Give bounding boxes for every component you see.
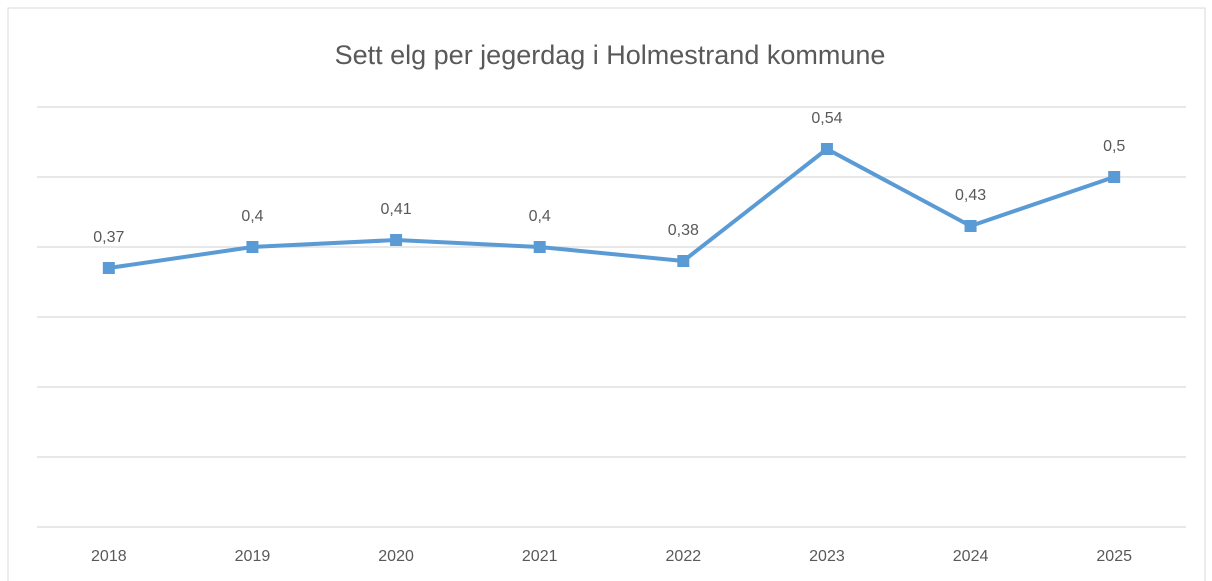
x-tick-label: 2021 — [522, 548, 558, 565]
x-tick-label: 2024 — [953, 548, 989, 565]
data-label: 0,4 — [529, 208, 551, 225]
x-tick-label: 2022 — [666, 548, 702, 565]
point-marker — [964, 220, 977, 232]
point-marker — [1108, 171, 1121, 183]
data-label: 0,43 — [955, 187, 986, 204]
point-marker — [533, 241, 546, 253]
data-label: 0,38 — [668, 222, 699, 239]
point-marker — [677, 255, 690, 267]
chart-border — [7, 7, 1206, 581]
data-label: 0,41 — [380, 201, 411, 218]
x-tick-label: 2020 — [378, 548, 414, 565]
point-marker — [390, 234, 403, 246]
chart-title: Sett elg per jegerdag i Holmestrand komm… — [335, 40, 886, 70]
x-tick-label: 2023 — [809, 548, 845, 565]
x-tick-label: 2019 — [235, 548, 271, 565]
data-label: 0,5 — [1103, 138, 1125, 155]
data-label: 0,54 — [811, 110, 842, 127]
point-marker — [246, 241, 259, 253]
data-label: 0,4 — [241, 208, 263, 225]
x-tick-label: 2018 — [91, 548, 127, 565]
point-marker — [820, 143, 833, 155]
x-tick-label: 2025 — [1096, 548, 1132, 565]
point-marker — [102, 262, 115, 274]
series-line — [108, 147, 1115, 270]
data-label: 0,37 — [93, 229, 124, 246]
